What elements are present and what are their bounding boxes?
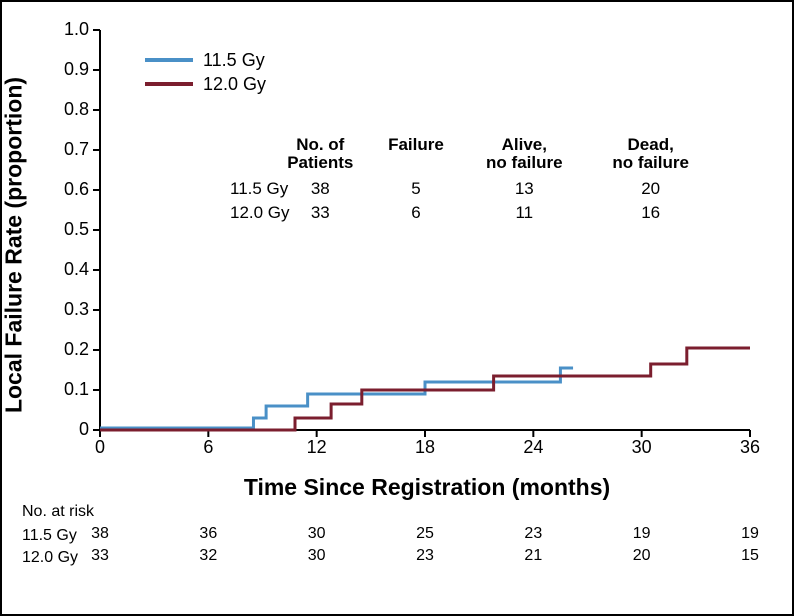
summary-header: no failure	[612, 153, 689, 172]
summary-header: Alive,	[502, 135, 547, 154]
summary-cell: 13	[515, 179, 534, 198]
summary-header: No. of	[296, 135, 344, 154]
summary-header: Patients	[287, 153, 353, 172]
summary-cell: 6	[411, 203, 420, 222]
legend-label: 12.0 Gy	[203, 74, 266, 94]
summary-header: Failure	[388, 135, 444, 154]
risk-cell: 20	[633, 547, 651, 565]
svg-text:6: 6	[203, 437, 213, 457]
figure-frame: Local Failure Rate (proportion) 00.10.20…	[0, 0, 794, 616]
risk-cell: 38	[91, 525, 109, 543]
x-axis-label: Time Since Registration (months)	[82, 474, 772, 501]
summary-cell: 20	[641, 179, 660, 198]
summary-cell: 33	[311, 203, 330, 222]
risk-cell: 30	[308, 525, 326, 543]
legend-label: 11.5 Gy	[203, 50, 265, 70]
y-axis-label: Local Failure Rate (proportion)	[1, 77, 28, 413]
risk-cell: 33	[91, 547, 109, 565]
svg-text:0.5: 0.5	[64, 219, 89, 239]
summary-row-label: 12.0 Gy	[230, 203, 290, 222]
summary-header: Dead,	[628, 135, 674, 154]
svg-text:0.8: 0.8	[64, 99, 89, 119]
chart-svg: 0 0.1 0.2 0.3 0.4 0.5 0.6 0.7 0.8 0.9 1.0 0 6 12 18 24 3…	[22, 20, 762, 470]
svg-text:0.6: 0.6	[64, 179, 89, 199]
at-risk-table: No. at risk 11.5 Gy38 36 30 25 23 19 19 12.0 Gy…	[22, 503, 772, 569]
risk-row: 11.5 Gy38 36 30 25 23 19 19	[22, 525, 772, 547]
svg-text:0: 0	[79, 419, 89, 439]
svg-text:36: 36	[740, 437, 760, 457]
svg-text:0.2: 0.2	[64, 339, 89, 359]
svg-text:1.0: 1.0	[64, 20, 89, 39]
risk-cell: 36	[199, 525, 217, 543]
summary-cell: 38	[311, 179, 330, 198]
svg-text:30: 30	[632, 437, 652, 457]
svg-text:12: 12	[307, 437, 327, 457]
risk-cell: 15	[741, 547, 759, 565]
risk-cell: 19	[741, 525, 759, 543]
at-risk-title: No. at risk	[22, 503, 772, 521]
risk-row-label: 12.0 Gy	[22, 549, 92, 567]
plot-area: Local Failure Rate (proportion) 00.10.20…	[22, 20, 772, 470]
svg-text:0: 0	[95, 437, 105, 457]
svg-text:0.9: 0.9	[64, 59, 89, 79]
risk-cell: 21	[524, 547, 542, 565]
risk-cell: 32	[199, 547, 217, 565]
summary-row-label: 11.5 Gy	[230, 179, 289, 198]
svg-text:0.1: 0.1	[64, 379, 89, 399]
risk-row-label: 11.5 Gy	[22, 527, 92, 545]
svg-text:24: 24	[523, 437, 543, 457]
summary-header: no failure	[486, 153, 563, 172]
summary-cell: 5	[411, 179, 420, 198]
svg-text:18: 18	[415, 437, 435, 457]
summary-cell: 16	[641, 203, 660, 222]
summary-cell: 11	[515, 203, 533, 222]
risk-cell: 19	[633, 525, 651, 543]
risk-row: 12.0 Gy33 32 30 23 21 20 15	[22, 547, 772, 569]
risk-cell: 25	[416, 525, 434, 543]
risk-cell: 23	[416, 547, 434, 565]
risk-cell: 30	[308, 547, 326, 565]
risk-cell: 23	[524, 525, 542, 543]
svg-text:0.7: 0.7	[64, 139, 89, 159]
svg-text:0.3: 0.3	[64, 299, 89, 319]
series-12.0-Gy	[100, 348, 750, 430]
svg-text:0.4: 0.4	[64, 259, 89, 279]
